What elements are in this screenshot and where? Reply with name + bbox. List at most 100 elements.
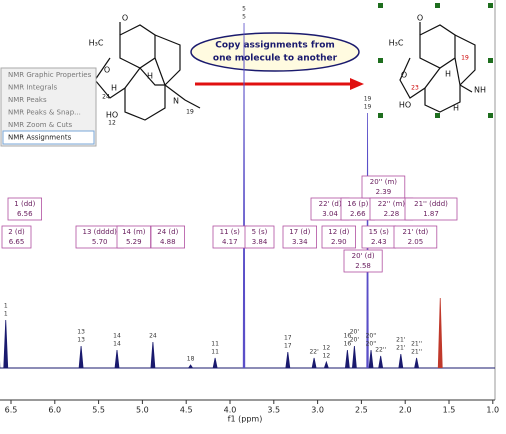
molecule-left [94,22,201,121]
assignment-label: 20' (d) [352,252,375,260]
assignment-box[interactable] [321,225,356,249]
callout-bubble [190,32,360,72]
peak-label: 1 [4,303,8,310]
peak-label: 11 [211,341,219,348]
assignment-label: 2 (d) [8,228,25,236]
menu-item[interactable]: NMR Peaks [8,96,47,104]
menu-item[interactable]: NMR Integrals [8,84,57,92]
assignment-shift: 2.66 [350,210,366,218]
atom-label: 19 [186,109,194,116]
peak-label: 18 [187,356,195,363]
x-tick-label: 3.5 [267,406,280,415]
assignment-box[interactable] [393,225,438,249]
peak-label: 14 [113,333,121,340]
x-tick-label: 4.5 [180,406,193,415]
atom-label: HO [399,101,411,110]
atom-label: O [417,14,423,23]
callout-text: Copy assignments from [215,41,335,51]
x-axis-title: f1 (ppm) [228,415,263,424]
x-tick-label: 1.0 [486,406,499,415]
peak-label: 20' [350,337,360,344]
spectrum-peak [368,349,374,369]
assignment-box[interactable] [7,197,42,221]
spectrum-peak [398,353,404,369]
assignment-shift: 2.43 [371,238,387,246]
assignment-label: 17 (d) [289,228,310,236]
assignment-box[interactable] [150,225,185,249]
assignment-label: 15 (s) [369,228,390,236]
assignment-label: 21' (td) [403,228,429,236]
atom-label: H [453,104,459,113]
peak-label: 16 [344,333,352,340]
spectrum-peak [378,355,384,369]
assignment-shift: 2.28 [384,210,400,218]
x-tick-label: 6.0 [48,406,61,415]
peak-label: 14 [113,341,121,348]
x-tick-label: 2.0 [399,406,412,415]
peak-label: 1 [4,311,8,318]
atom-label: O [104,66,110,75]
x-tick-label: 4.0 [224,406,237,415]
assignment-shift: 2.58 [355,262,371,270]
assignment-box[interactable] [343,249,383,273]
peak-label: 13 [77,337,85,344]
assignment-shift: 6.65 [9,238,25,246]
assignment-label: 24 (d) [157,228,178,236]
arrow-head [350,78,364,90]
selection-handles [378,3,493,118]
assignment-box[interactable] [404,197,458,221]
assignment-label: 22'' (m) [378,200,406,208]
assignment-shift: 3.34 [292,238,308,246]
spectrum-peak [78,345,84,369]
atom-label: NH [474,86,486,95]
assignment-shift: 3.04 [322,210,338,218]
peak-label: 5 [242,6,246,13]
atom-label: 19 [461,55,469,62]
spectrum-peak [344,349,350,369]
assignment-box[interactable] [1,225,32,249]
assignment-shift: 2.39 [376,188,392,196]
spectrum-peak [285,351,291,369]
assignment-box[interactable] [282,225,317,249]
peak-label: 20'' [366,333,377,340]
assignment-label: 1 (dd) [14,200,35,208]
spectrum-peak [311,357,317,369]
assignment-label: 20'' (m) [370,178,398,186]
peak-label: 21' [396,345,406,352]
menu-item[interactable]: NMR Peaks & Snap... [8,109,81,117]
x-tick-label: 5.5 [92,406,105,415]
atom-label: 23 [411,85,419,92]
menu-item[interactable]: NMR Zoom & Cuts [8,121,73,129]
spectrum-peak [351,345,357,369]
menu-highlight [2,130,95,145]
menu-item[interactable]: NMR Assignments [8,134,72,142]
atom-label: 24 [102,94,110,101]
assignment-shift: 4.17 [222,238,238,246]
spectrum-peak [114,349,120,369]
peak-label: 21' [396,337,406,344]
peak-label: 19 [364,104,372,111]
menu-item[interactable]: NMR Graphic Properties [8,71,92,79]
assignment-shift: 6.56 [17,210,33,218]
assignment-shift: 4.88 [160,238,176,246]
atom-label: HO [106,111,118,120]
atom-label: H₃C [89,39,104,48]
assignment-shift: 5.70 [92,238,108,246]
peak-label: 20'' [366,341,377,348]
x-tick-label: 1.5 [443,406,456,415]
peak-label: 12 [323,353,331,360]
spectrum-peak [212,357,218,369]
x-tick-label: 5.0 [136,406,149,415]
spectrum-peak [242,22,246,369]
assignment-label: 11 (s) [220,228,241,236]
peak-label: 20' [350,329,360,336]
peak-label: 5 [242,14,246,21]
assignment-label: 14 (m) [122,228,146,236]
assignment-box[interactable] [244,225,275,249]
assignment-shift: 1.87 [423,210,439,218]
peak-label: 16 [344,341,352,348]
x-tick-label: 2.5 [355,406,368,415]
assignment-label: 16 (p) [347,200,368,208]
atom-label: N [173,97,179,106]
